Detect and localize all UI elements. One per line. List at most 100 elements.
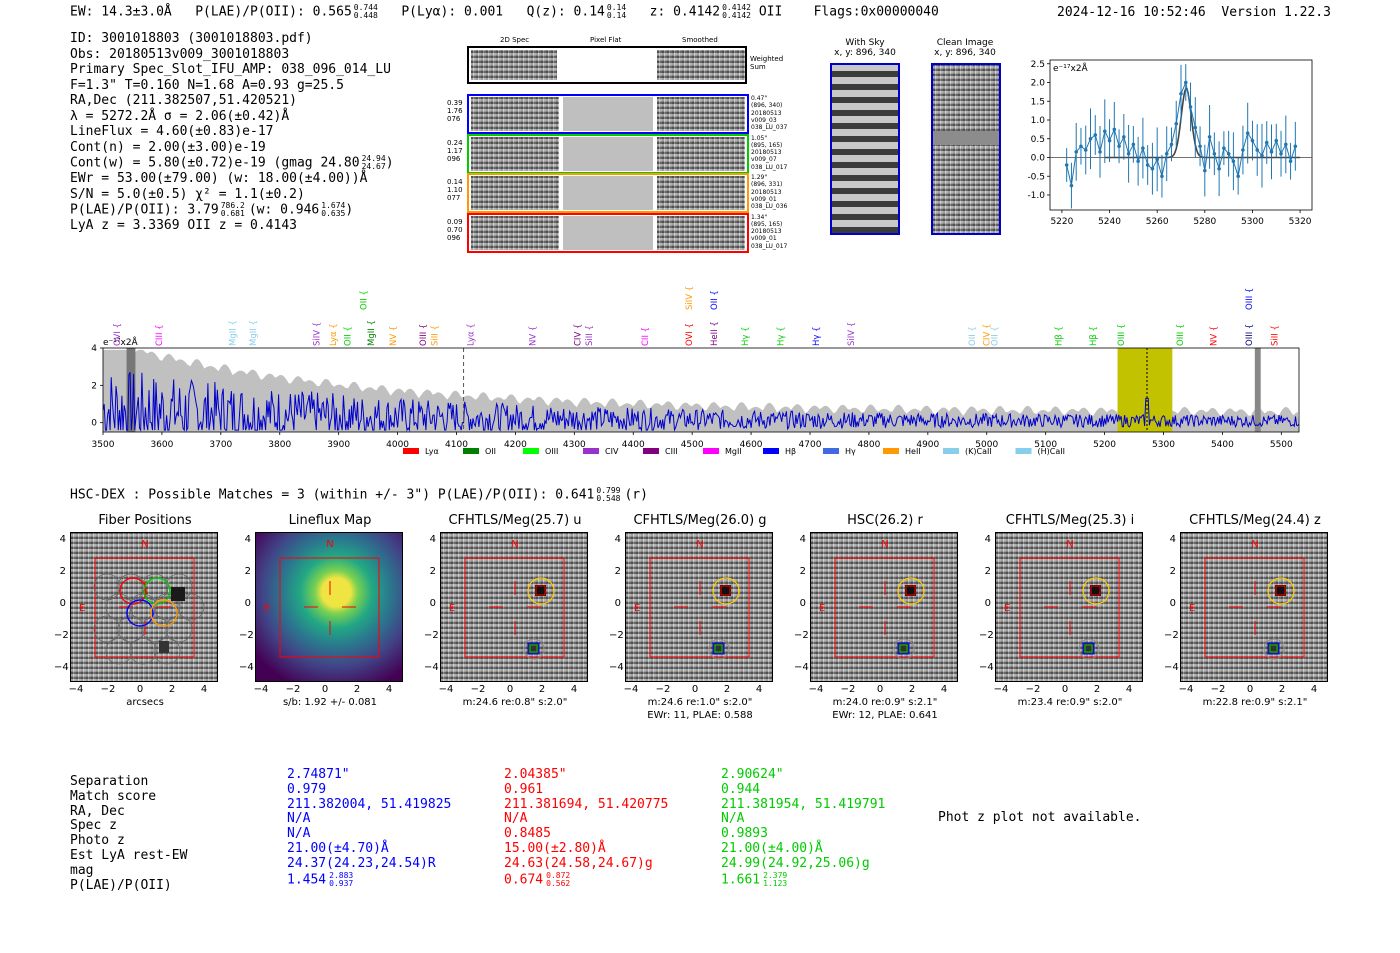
cutout-ytick-label: −2 <box>1164 630 1179 641</box>
match-score: 0.979 <box>287 781 327 797</box>
zoom-plot-xtick-label: 5240 <box>1098 217 1121 227</box>
zoom-plot-point <box>1160 174 1164 179</box>
spectral-line-name: OIII { <box>1117 324 1127 346</box>
cutout-xtick-label: −4 <box>1178 684 1194 695</box>
spectral-line-label: HeII { <box>710 321 720 346</box>
spec2d-row-right-value: (895, 165) <box>751 141 783 149</box>
spectral-line-name: OII { <box>968 326 978 346</box>
zoom-plot-point <box>1264 140 1269 145</box>
fiber-circle <box>129 637 157 665</box>
spec2d-row-left-value: 096 <box>447 233 461 242</box>
cutout-ytick-label: −4 <box>609 662 624 673</box>
spec2d-row-right-value: 20180513 <box>751 109 782 117</box>
fiber-circle <box>93 615 121 643</box>
spec2d-row-left-value: 0.14 <box>447 178 463 186</box>
cutout-xtick-label: 0 <box>691 684 699 695</box>
match-ew: 21.00(±4.00)Å <box>721 840 823 856</box>
cutout-ytick-label: 0 <box>429 598 436 609</box>
spectral-line-name: Lyα { <box>467 323 477 346</box>
match-radec: 211.381694, 51.420775 <box>504 796 669 812</box>
spectral-line-label: CIV { <box>983 324 993 346</box>
spectral-line-label: SiII { <box>1270 325 1280 346</box>
fiber-circle-red <box>119 577 147 605</box>
zoom-plot-point <box>1074 150 1078 154</box>
legend-label: (K)CaII <box>965 447 992 456</box>
spec2d-row-right-value: 1.29" <box>751 174 768 181</box>
north-label: N <box>1251 539 1258 550</box>
full-spectrum-xtick-label: 3800 <box>268 440 291 450</box>
cutout-xtick-label: −2 <box>840 684 856 695</box>
hsc-dex-lo: 0.548 <box>596 494 621 503</box>
spec2d-row-left-value: 1.76 <box>447 107 463 115</box>
zoom-plot-xtick-label: 5300 <box>1241 217 1264 227</box>
catalog-ellipse-gray <box>708 638 730 660</box>
full-spectrum-xtick-label: 4000 <box>386 440 409 450</box>
spec2d-row-left-values: 0.09 0.70 096 <box>447 218 467 242</box>
zoom-plot-ytick-label: 1.5 <box>1031 97 1045 107</box>
zoom-plot-xtick-label: 5280 <box>1193 217 1216 227</box>
spectral-line-label: OII { <box>710 290 720 310</box>
cutout-xtick-label: 4 <box>755 684 763 695</box>
catalog-box-red <box>1275 585 1286 596</box>
catalog-box-blue <box>897 642 910 655</box>
zoom-plot-point <box>1064 163 1069 167</box>
full-spectrum-xtick-label: 3500 <box>92 440 115 450</box>
info-cont-w-text: Cont(w) = 5.80(±0.72)e-19 (gmag 24.80 <box>70 155 360 171</box>
spec2d-row <box>467 94 749 134</box>
catalog-box-green <box>529 644 538 653</box>
zoom-plot-point <box>1088 136 1093 141</box>
match-plae-value: 1.454 <box>287 872 327 888</box>
header-plya: P(Lyα): 0.001 <box>401 4 504 20</box>
cutout-title: CFHTLS/Meg(26.0) g <box>633 513 767 528</box>
spectral-line-label: NV { <box>1210 326 1220 346</box>
zoom-plot-point <box>1255 148 1260 152</box>
legend-label: Hβ <box>785 447 796 456</box>
north-label: N <box>696 539 703 550</box>
cutout-ytick-label: 2 <box>1169 566 1176 577</box>
spec2d-header-flat: Pixel Flat <box>590 36 622 44</box>
legend-label: OIII <box>545 447 558 456</box>
full-spectrum-ytick-label: 4 <box>91 344 97 354</box>
bright-source <box>1090 585 1101 596</box>
full-spectrum-mask <box>1254 348 1261 432</box>
cutout-xtick-label: 2 <box>168 684 176 695</box>
spectral-line-name: Hβ { <box>1055 326 1065 346</box>
zoom-plot-point <box>1112 127 1117 132</box>
legend-label: Lyα <box>425 447 439 456</box>
zoom-plot-point <box>1279 151 1283 156</box>
spec2d-row-right-value: (895, 165) <box>751 220 783 228</box>
spectral-line-label: SiIV { <box>685 286 695 310</box>
cutout-ytick-label: 2 <box>614 566 621 577</box>
cutout-xlabel: m:24.0 re:0.9" s:2.1" <box>832 697 938 708</box>
cutout-ytick-label: 4 <box>244 534 251 545</box>
zoom-plot-point <box>1079 144 1083 149</box>
cutout-ytick-label: 4 <box>614 534 621 545</box>
fiber-circle <box>177 593 205 621</box>
east-label: E <box>264 603 270 614</box>
zoom-plot-point <box>1102 129 1107 134</box>
spec2d-row-left-value: 096 <box>447 154 461 163</box>
fiber-circle <box>165 615 193 643</box>
info-plae-text: P(LAE)/P(OII): 3.79 <box>70 202 219 218</box>
legend-label: HeII <box>905 447 921 456</box>
spec2d-row-right-value: 1.34" <box>751 213 768 221</box>
spectral-line-name: Hγ { <box>741 326 751 346</box>
clean-image-xy: x, y: 896, 340 <box>934 48 996 58</box>
header-ew: EW: 14.3±3.0Å <box>70 4 172 20</box>
info-radec: RA,Dec (211.382507,51.420521) <box>70 93 297 108</box>
legend-swatch <box>463 448 479 454</box>
hsc-dex-band: (r) <box>624 487 648 503</box>
spec2d-row-right-value: 20180513 <box>751 228 782 236</box>
zoom-plot-point <box>1136 159 1140 164</box>
bright-source <box>171 587 185 601</box>
spectral-line-name: CIII { <box>155 324 165 346</box>
spec2d-row-left-values: 0.39 1.76 076 <box>447 99 467 123</box>
cutout-ytick-label: −4 <box>54 662 69 673</box>
zoom-plot-point <box>1117 144 1121 149</box>
cutout-aperture-box <box>279 557 380 658</box>
full-spectrum-xtick-label: 4400 <box>622 440 645 450</box>
cutout-xtick-label: −2 <box>100 684 116 695</box>
cutout-ytick-label: 2 <box>59 566 66 577</box>
spec2d-row-right-value: (896, 340) <box>751 102 783 110</box>
